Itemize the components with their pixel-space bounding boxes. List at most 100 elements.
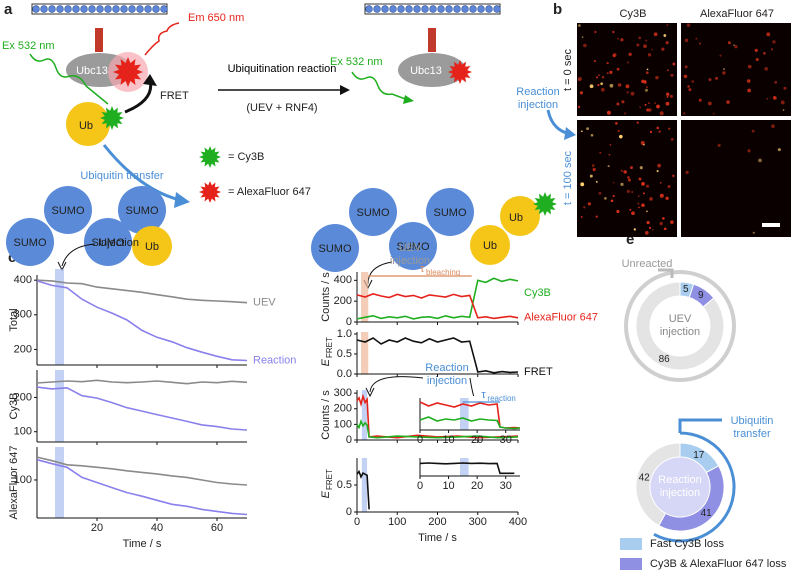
spot <box>600 82 603 86</box>
spot <box>646 108 650 112</box>
spot <box>580 130 583 133</box>
spot <box>607 165 610 168</box>
annotation-arrow <box>61 243 96 267</box>
legend-label: Cy3B & AlexaFluor 647 loss <box>650 558 787 570</box>
spot <box>648 102 650 104</box>
spot <box>624 112 627 115</box>
spot <box>656 126 660 130</box>
spot <box>666 69 669 72</box>
tau-symbol: τ <box>481 389 486 401</box>
bead <box>88 5 96 13</box>
series-line <box>36 279 248 304</box>
bead <box>104 5 112 13</box>
dye-star <box>199 181 221 203</box>
shape <box>389 222 437 270</box>
spot <box>733 44 735 47</box>
column-label: Cy3B <box>620 8 647 20</box>
x-tick-label: 400 <box>509 516 527 528</box>
spot <box>609 83 614 88</box>
spot <box>645 39 648 42</box>
spot <box>639 166 643 170</box>
spot <box>606 72 609 75</box>
spot <box>649 130 653 134</box>
y-axis-title-main: AlexaFluor 647 <box>8 446 20 520</box>
highlight-band <box>361 390 368 440</box>
center-disc <box>650 457 710 517</box>
spot <box>645 71 649 75</box>
spot <box>645 184 650 188</box>
y-axis-title: AlexaFluor 647 <box>8 446 20 520</box>
bead <box>405 5 413 13</box>
sumo-label: SUMO <box>52 205 85 217</box>
spot <box>617 37 619 40</box>
y-tick-label: 0.0 <box>337 368 352 380</box>
sumo-label: SUMO <box>397 241 430 253</box>
spot <box>659 193 664 198</box>
shape <box>118 186 166 234</box>
annotation: injection <box>389 255 431 267</box>
donut-label: 9 <box>698 290 704 301</box>
bead <box>373 5 381 13</box>
spot <box>583 43 587 48</box>
spot <box>646 220 650 225</box>
panel-label: b <box>553 1 562 18</box>
emission-label: Em 650 nm <box>188 12 244 24</box>
spot <box>683 112 686 115</box>
y-tick-label: 200 <box>334 295 352 307</box>
biotin-chain <box>32 5 168 13</box>
spot <box>684 38 689 43</box>
spot <box>646 86 648 88</box>
spot <box>629 208 632 211</box>
y-axis-title-sub: FRET <box>325 337 334 358</box>
ubc13-label: Ubc13 <box>410 65 442 77</box>
bead <box>429 5 437 13</box>
spot <box>599 151 602 154</box>
spot <box>606 110 611 115</box>
bead <box>72 5 80 13</box>
highlight-band <box>361 458 368 512</box>
bead <box>365 5 373 13</box>
spot <box>667 184 671 189</box>
spot <box>623 170 627 174</box>
x-tick-label: 30 <box>500 480 512 492</box>
fret-label: FRET <box>160 90 189 102</box>
spot <box>782 109 785 111</box>
tau-subscript: bleaching <box>426 268 460 277</box>
spot <box>658 130 661 133</box>
bead <box>493 5 501 13</box>
transfer-label: Ubiquitin transfer <box>80 170 164 182</box>
y-axis-title-main: Cy3B <box>8 393 20 420</box>
x-tick-label: 20 <box>471 480 483 492</box>
x-tick-label: 60 <box>211 522 223 534</box>
spot <box>755 57 759 62</box>
spot <box>668 127 671 130</box>
bead <box>144 5 152 13</box>
shape <box>426 188 474 236</box>
spot <box>616 102 620 106</box>
series-line <box>356 469 370 510</box>
micrograph <box>681 120 791 237</box>
spot <box>630 91 635 96</box>
bead <box>413 5 421 13</box>
annotation: Unreacted <box>622 258 673 270</box>
series-label: AlexaFluor 647 <box>524 312 598 324</box>
spot <box>617 83 622 87</box>
spot <box>727 41 731 45</box>
ub-label: Ub <box>483 240 497 252</box>
spot <box>683 74 688 79</box>
bead <box>453 5 461 13</box>
spot <box>643 143 645 146</box>
annotation-arrowhead <box>365 387 375 398</box>
spot <box>639 106 641 108</box>
spot <box>726 100 730 104</box>
donut-segment <box>635 281 725 371</box>
spot <box>608 153 611 156</box>
spot <box>598 191 602 195</box>
series-label: Cy3B <box>524 287 551 299</box>
legend-swatch <box>620 538 642 550</box>
spot <box>641 203 645 208</box>
y-tick-label: 0.5 <box>337 348 352 360</box>
spot <box>653 32 658 37</box>
highlight-band <box>55 370 64 442</box>
